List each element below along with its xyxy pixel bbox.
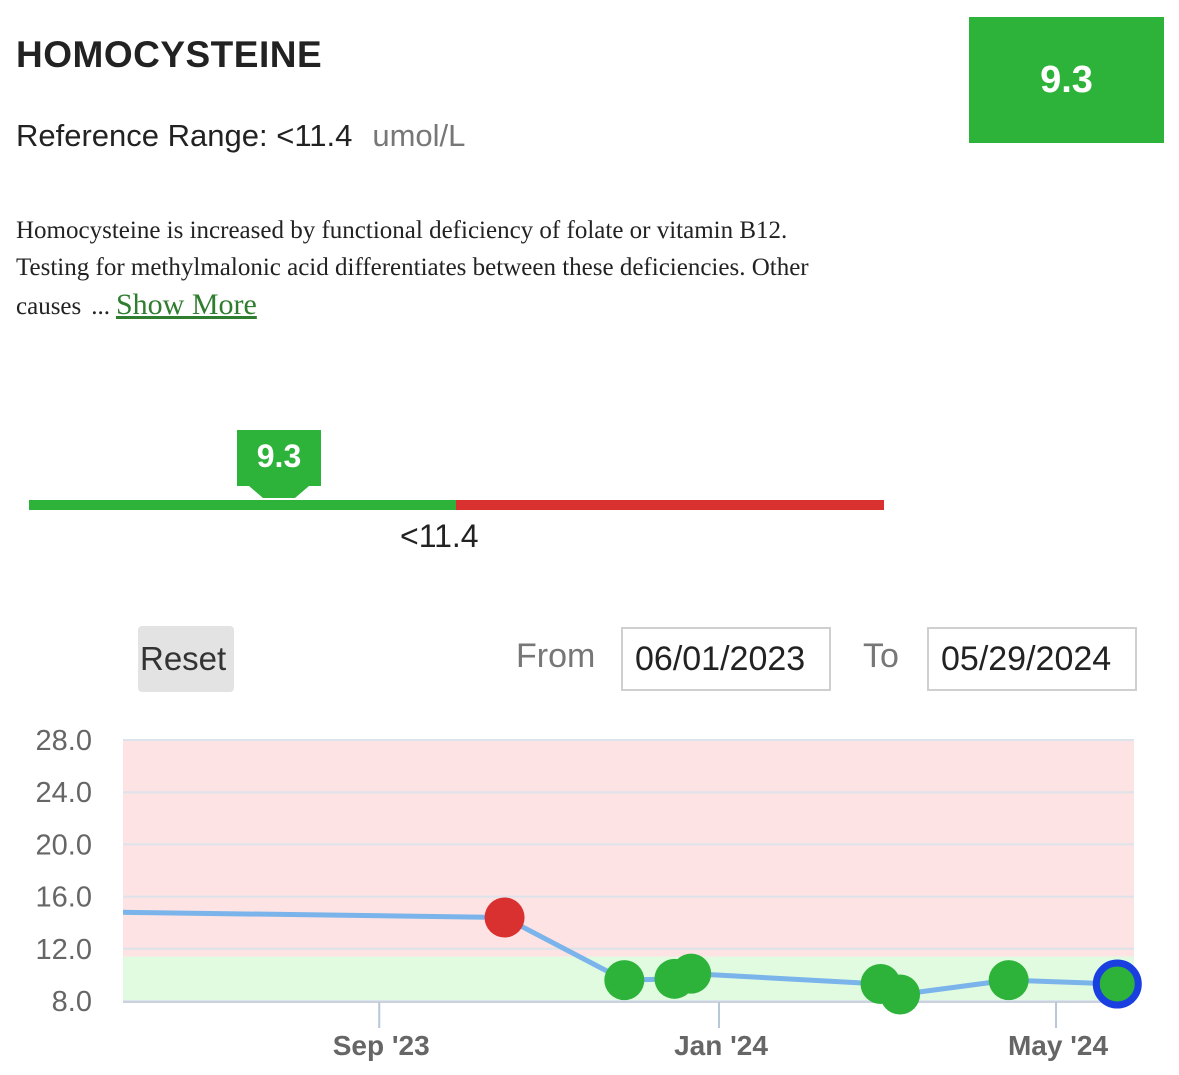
value-marker	[237, 430, 321, 498]
y-tick-label: 24.0	[36, 777, 92, 809]
from-label: From	[516, 637, 596, 675]
data-point	[671, 953, 712, 994]
current-value-badge: 9.3	[969, 17, 1164, 143]
description: Homocysteine is increased by functional …	[16, 212, 836, 325]
y-tick-label: 28.0	[36, 725, 92, 757]
reference-range-label: Reference Range: <11.4	[16, 118, 353, 153]
reference-range: Reference Range: <11.4 umol/L	[16, 118, 465, 154]
threshold-label: <11.4	[400, 518, 479, 554]
data-point	[604, 960, 645, 1001]
y-tick-label: 16.0	[36, 882, 92, 914]
history-chart: 8.0 12.0 16.0 20.0 24.0 28.0 Sep '23 Jan '24 Ma…	[36, 725, 1142, 1061]
y-tick-label: 12.0	[36, 934, 92, 966]
to-date-input[interactable]	[927, 627, 1137, 691]
show-more-link[interactable]: Show More	[116, 288, 257, 321]
y-tick-label: 20.0	[36, 829, 92, 861]
range-bar-high	[456, 500, 884, 510]
unit-label: umol/L	[372, 118, 466, 153]
latest-data-point	[1092, 959, 1142, 1009]
from-date-input[interactable]	[621, 627, 831, 691]
y-tick-label: 8.0	[52, 986, 92, 1018]
x-tick-label: Jan '24	[674, 1030, 768, 1061]
reset-button[interactable]: Reset	[138, 626, 234, 692]
data-point	[880, 974, 921, 1015]
data-point	[484, 897, 525, 938]
x-tick-label: Sep '23	[333, 1030, 430, 1061]
to-label: To	[863, 637, 899, 675]
description-text: Homocysteine is increased by functional …	[16, 217, 809, 320]
data-point	[988, 960, 1029, 1001]
x-tick-label: May '24	[1008, 1030, 1108, 1061]
range-bar-normal	[29, 500, 456, 510]
test-title: HOMOCYSTEINE	[16, 34, 323, 75]
description-ellipsis: ...	[91, 293, 110, 320]
high-range-band	[123, 740, 1134, 957]
value-marker-label: 9.3	[256, 438, 302, 474]
